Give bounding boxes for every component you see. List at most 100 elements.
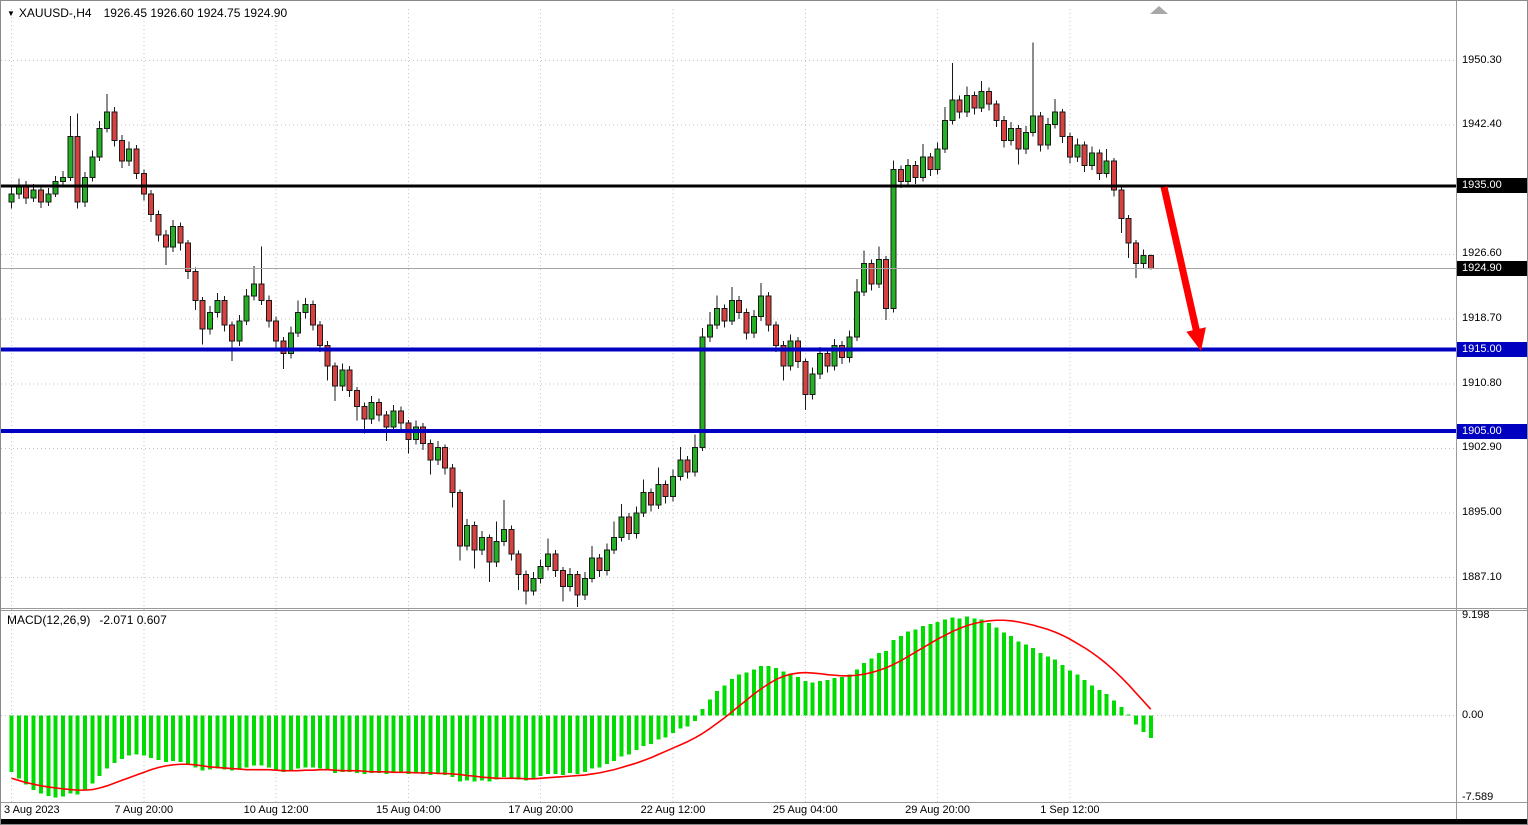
macd-histogram-bar bbox=[413, 715, 418, 773]
time-scale[interactable] bbox=[1, 802, 1456, 819]
candle-body bbox=[508, 528, 515, 555]
macd-histogram-bar bbox=[1053, 659, 1058, 716]
macd-histogram-bar bbox=[1045, 656, 1050, 716]
candle-body bbox=[427, 443, 434, 461]
macd-histogram-bar bbox=[1016, 641, 1021, 716]
candle-body bbox=[206, 312, 213, 330]
candle-body bbox=[956, 99, 963, 113]
candle-body bbox=[361, 406, 368, 420]
candle-body bbox=[905, 164, 912, 183]
candle-body bbox=[802, 361, 809, 395]
price-level-badge-1924.90[interactable]: 1924.90 bbox=[1457, 260, 1527, 276]
macd-histogram-bar bbox=[1001, 632, 1006, 716]
macd-histogram-bar bbox=[399, 715, 404, 773]
macd-histogram-bar bbox=[185, 715, 190, 765]
candle-body bbox=[420, 426, 427, 445]
candle-body bbox=[552, 553, 559, 571]
macd-histogram-bar bbox=[935, 621, 940, 716]
candle-body bbox=[625, 516, 632, 535]
macd-histogram-bar bbox=[421, 715, 426, 774]
macd-histogram-bar bbox=[266, 715, 271, 768]
candle-body bbox=[140, 172, 147, 195]
macd-histogram-bar bbox=[862, 662, 867, 716]
trend-arrow[interactable] bbox=[1160, 186, 1206, 351]
macd-histogram-layer bbox=[9, 616, 1153, 798]
candle-body bbox=[537, 565, 544, 580]
price-level-badge-1935.00[interactable]: 1935.00 bbox=[1457, 178, 1527, 194]
candle-body bbox=[376, 402, 382, 416]
candle-body bbox=[780, 344, 787, 367]
candle-body bbox=[1133, 242, 1140, 264]
macd-histogram-bar bbox=[391, 715, 396, 773]
macd-histogram-bar bbox=[465, 715, 470, 781]
macd-histogram-bar bbox=[854, 669, 859, 716]
candle-body bbox=[964, 95, 970, 113]
candle-body bbox=[295, 312, 302, 334]
macd-histogram-bar bbox=[788, 673, 793, 716]
macd-histogram-bar bbox=[303, 715, 308, 768]
macd-histogram-bar bbox=[987, 622, 992, 716]
macd-histogram-bar bbox=[546, 715, 551, 774]
macd-histogram-bar bbox=[722, 685, 727, 716]
macd-histogram-bar bbox=[751, 669, 756, 716]
price-level-badge-1905.00[interactable]: 1905.00 bbox=[1457, 423, 1527, 439]
macd-histogram-bar bbox=[38, 715, 43, 794]
candle-body bbox=[155, 213, 162, 236]
candle-body bbox=[706, 324, 713, 338]
candle-body bbox=[170, 226, 177, 248]
price-scale[interactable] bbox=[1457, 1, 1528, 819]
candle-body bbox=[1096, 152, 1103, 174]
candle-body bbox=[523, 573, 529, 592]
chart-shift-marker-icon[interactable] bbox=[1150, 6, 1168, 14]
candle-body bbox=[949, 99, 956, 121]
macd-histogram-bar bbox=[1134, 715, 1139, 725]
macd-histogram-bar bbox=[795, 676, 800, 716]
macd-histogram-bar bbox=[112, 715, 117, 764]
candle-body bbox=[824, 353, 831, 367]
macd-histogram-bar bbox=[377, 715, 381, 773]
macd-histogram-bar bbox=[693, 715, 698, 722]
price-axis-label: 1887.10 bbox=[1462, 570, 1502, 583]
candle-body bbox=[456, 492, 463, 547]
macd-histogram-bar bbox=[472, 715, 477, 782]
macd-histogram-bar bbox=[729, 679, 734, 716]
candle-body bbox=[919, 156, 926, 179]
candle-body bbox=[1125, 217, 1132, 244]
macd-histogram-bar bbox=[604, 715, 609, 765]
candle-body bbox=[331, 365, 338, 387]
candle-body bbox=[229, 324, 235, 342]
candle-body bbox=[897, 168, 904, 183]
macd-histogram-bar bbox=[127, 715, 132, 756]
macd-histogram-bar bbox=[663, 715, 668, 738]
candle-body bbox=[1022, 132, 1029, 150]
macd-histogram-bar bbox=[1089, 685, 1094, 716]
macd-signal-line bbox=[11, 619, 1152, 791]
macd-histogram-bar bbox=[362, 715, 367, 774]
candle-body bbox=[449, 467, 456, 494]
candle-body bbox=[317, 324, 324, 346]
macd-histogram-bar bbox=[171, 715, 176, 762]
macd-histogram-bar bbox=[671, 715, 675, 733]
price-level-badge-1915.00[interactable]: 1915.00 bbox=[1457, 341, 1527, 357]
candle-body bbox=[633, 512, 640, 535]
main-chart-canvas[interactable] bbox=[1, 1, 1456, 608]
price-axis-label: 1942.40 bbox=[1462, 118, 1502, 131]
macd-histogram-bar bbox=[46, 715, 51, 797]
candle-body bbox=[1037, 115, 1044, 146]
macd-histogram-bar bbox=[1009, 635, 1014, 716]
macd-histogram-bar bbox=[965, 616, 969, 716]
macd-histogram-bar bbox=[163, 715, 168, 763]
candle-body bbox=[1030, 115, 1037, 134]
candle-body bbox=[52, 181, 59, 195]
macd-histogram-bar bbox=[318, 715, 323, 769]
macd-histogram-bar bbox=[531, 715, 536, 779]
candle-body bbox=[809, 373, 816, 395]
macd-histogram-bar bbox=[384, 715, 389, 774]
candle-body bbox=[589, 557, 596, 580]
level-lines-layer bbox=[1, 184, 1456, 434]
candle-body bbox=[236, 320, 243, 342]
macd-histogram-bar bbox=[1038, 653, 1043, 716]
time-axis-label: 3 Aug 2023 bbox=[4, 804, 60, 816]
